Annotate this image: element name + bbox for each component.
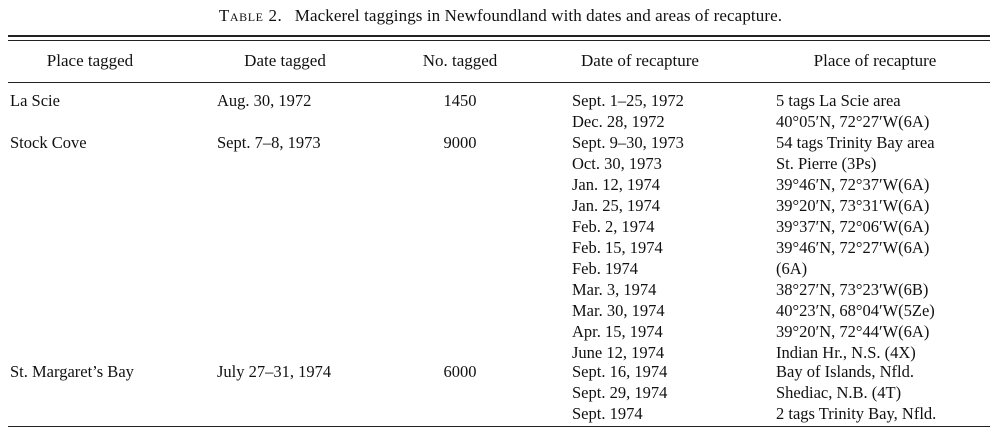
recapture-date: Feb. 15, 1974 (572, 238, 663, 257)
recapture-date: Mar. 30, 1974 (572, 301, 665, 320)
recapture-places: 5 tags La Scie area 40°05′N, 72°27′W(6A) (776, 90, 929, 132)
bottom-rule (8, 426, 990, 427)
recapture-place: 38°27′N, 73°23′W(6B) (776, 280, 929, 299)
date-tagged-cell: July 27–31, 1974 (217, 362, 332, 381)
column-header-place-of-recapture: Place of recapture (813, 51, 937, 70)
place-tagged-cell: Stock Cove (10, 133, 87, 152)
recapture-place: 39°20′N, 72°44′W(6A) (776, 322, 930, 341)
column-header-date-tagged: Date tagged (244, 51, 326, 70)
column-header-place-tagged: Place tagged (46, 51, 134, 70)
recapture-place: 40°05′N, 72°27′W(6A) (776, 112, 930, 131)
recapture-date: Sept. 16, 1974 (572, 362, 668, 381)
recapture-place: Indian Hr., N.S. (4X) (776, 343, 916, 362)
recapture-date: Sept. 1974 (572, 404, 643, 423)
recapture-date: Feb. 2, 1974 (572, 217, 655, 236)
date-tagged-cell: Sept. 7–8, 1973 (217, 133, 321, 152)
top-rule-thin (8, 40, 990, 41)
place-tagged-cell: La Scie (10, 91, 60, 110)
table-caption-text: Mackerel taggings in Newfoundland with d… (294, 6, 783, 25)
column-header-date-of-recapture: Date of recapture (581, 51, 699, 70)
recapture-place: St. Pierre (3Ps) (776, 154, 877, 173)
recapture-place: (6A) (776, 259, 808, 278)
date-tagged-cell: Aug. 30, 1972 (217, 91, 312, 110)
recapture-date: Oct. 30, 1973 (572, 154, 662, 173)
place-tagged-cell: St. Margaret’s Bay (10, 362, 134, 381)
recapture-date: Sept. 29, 1974 (572, 383, 668, 402)
recapture-place: 40°23′N, 68°04′W(5Ze) (776, 301, 935, 320)
recapture-place: 39°46′N, 72°37′W(6A) (776, 175, 930, 194)
recapture-date: Jan. 12, 1974 (572, 175, 660, 194)
table-caption: Table 2. Mackerel taggings in Newfoundla… (0, 6, 1001, 26)
number-tagged-cell: 1450 (443, 91, 477, 110)
recapture-place: 5 tags La Scie area (776, 91, 901, 110)
recapture-dates: Sept. 16, 1974 Sept. 29, 1974 Sept. 1974 (572, 361, 667, 424)
recapture-place: 54 tags Trinity Bay area (776, 133, 935, 152)
recapture-date: Mar. 3, 1974 (572, 280, 657, 299)
recapture-place: Bay of Islands, Nfld. (776, 362, 914, 381)
recapture-date: Jan. 25, 1974 (572, 196, 660, 215)
column-header-no-tagged: No. tagged (422, 51, 498, 70)
recapture-dates: Sept. 1–25, 1972 Dec. 28, 1972 (572, 90, 684, 132)
number-tagged-cell: 9000 (443, 133, 477, 152)
recapture-place: 39°20′N, 73°31′W(6A) (776, 196, 930, 215)
recapture-date: Feb. 1974 (572, 259, 638, 278)
recapture-place: Shediac, N.B. (4T) (776, 383, 902, 402)
recapture-date: Sept. 1–25, 1972 (572, 91, 684, 110)
recapture-place: 39°37′N, 72°06′W(6A) (776, 217, 930, 236)
recapture-date: June 12, 1974 (572, 343, 665, 362)
recapture-places: 54 tags Trinity Bay area St. Pierre (3Ps… (776, 132, 935, 363)
recapture-place: 2 tags Trinity Bay, Nfld. (776, 404, 937, 423)
recapture-place: 39°46′N, 72°27′W(6A) (776, 238, 930, 257)
number-tagged-cell: 6000 (443, 362, 477, 381)
recapture-dates: Sept. 9–30, 1973 Oct. 30, 1973 Jan. 12, … (572, 132, 684, 363)
table-caption-label: Table 2. (218, 6, 283, 25)
recapture-date: Dec. 28, 1972 (572, 112, 665, 131)
header-rule (8, 82, 990, 83)
recapture-date: Sept. 9–30, 1973 (572, 133, 684, 152)
top-rule-thick (8, 35, 990, 37)
recapture-date: Apr. 15, 1974 (572, 322, 663, 341)
recapture-places: Bay of Islands, Nfld. Shediac, N.B. (4T)… (776, 361, 936, 424)
